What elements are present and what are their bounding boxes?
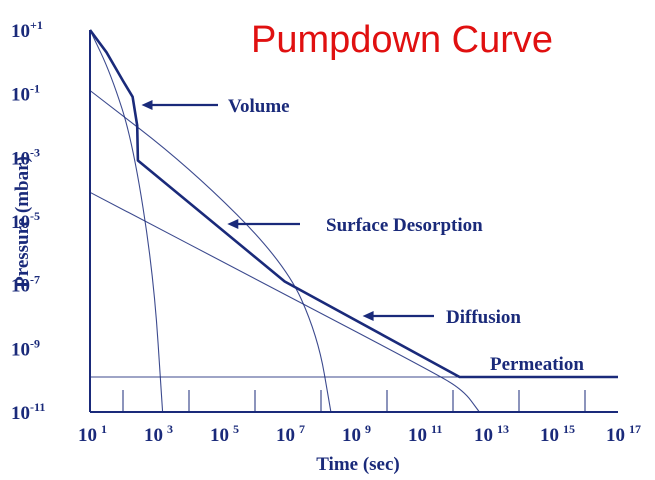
series-volume — [89, 29, 164, 413]
x-tick-label: 10 7 — [276, 422, 305, 446]
chart-title: Pumpdown Curve — [251, 19, 553, 61]
series-total-pumpdown — [88, 29, 618, 379]
annotation-diffusion: Diffusion — [446, 307, 521, 328]
y-tick-label: 10-7 — [11, 273, 40, 297]
x-tick-label: 10 11 — [408, 422, 442, 446]
x-tick-label: 10 3 — [144, 422, 173, 446]
y-tick-label: 10-5 — [11, 209, 40, 233]
x-tick-label: 10 1 — [78, 422, 107, 446]
x-tick-label: 10 13 — [474, 422, 509, 446]
annotation-volume: Volume — [228, 96, 290, 117]
y-tick-label: 10-3 — [11, 145, 40, 169]
annotation-permeation: Permeation — [490, 354, 584, 375]
x-tick-labels: 10 1 10 3 10 5 10 7 10 9 10 11 10 13 10 15 10 17 — [78, 422, 641, 446]
y-tick-labels: 10+1 10-1 10-3 10-5 10-7 10-9 10-11 — [11, 18, 45, 424]
x-tick-label: 10 15 — [540, 422, 575, 446]
annotation-arrow-head — [227, 219, 239, 229]
annotation-arrow-head — [141, 100, 153, 110]
y-tick-label: 10-1 — [11, 82, 40, 106]
x-axis-label: Time (sec) — [316, 454, 400, 475]
series-surface-desorption — [89, 90, 332, 413]
axes — [89, 30, 618, 413]
y-tick-label: 10+1 — [11, 18, 43, 42]
series-diffusion — [89, 191, 480, 413]
y-tick-label: 10-9 — [11, 336, 40, 360]
series-lines — [88, 29, 618, 413]
annotation-arrow-head — [362, 311, 374, 321]
y-axis-label: Pressure (mbar) — [12, 156, 33, 288]
x-tick-label: 10 17 — [606, 422, 641, 446]
x-tick-label: 10 5 — [210, 422, 239, 446]
x-tick-label: 10 9 — [342, 422, 371, 446]
annotation-arrows — [141, 100, 434, 321]
y-tick-label: 10-11 — [11, 400, 45, 424]
annotation-surface-desorption: Surface Desorption — [326, 215, 483, 236]
